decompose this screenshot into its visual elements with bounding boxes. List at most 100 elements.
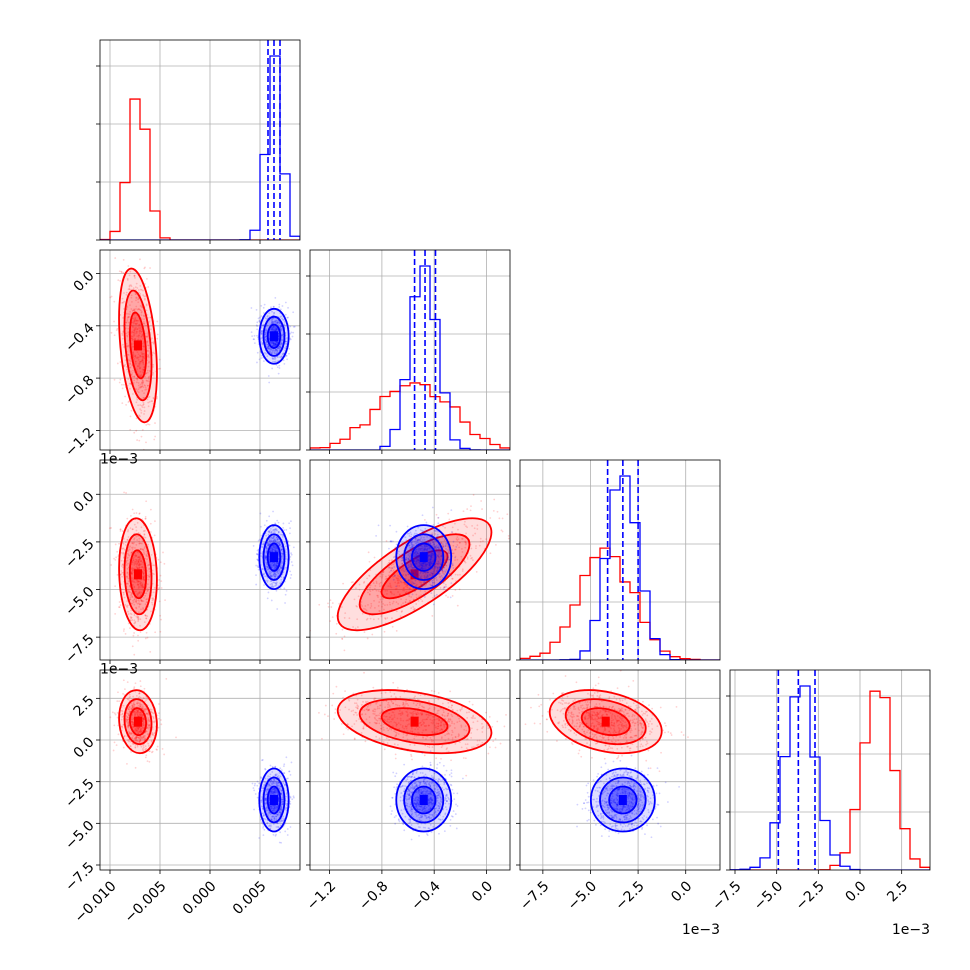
scatter-point bbox=[410, 543, 413, 546]
scatter-point bbox=[423, 544, 426, 547]
scatter-point bbox=[136, 328, 139, 331]
scatter-point bbox=[130, 373, 133, 376]
scatter-point bbox=[121, 563, 124, 566]
scatter-point bbox=[262, 543, 265, 546]
scatter-point bbox=[129, 387, 131, 390]
scatter-point bbox=[126, 559, 129, 562]
scatter-point bbox=[260, 552, 262, 555]
scatter-point bbox=[429, 542, 432, 545]
scatter-point bbox=[268, 543, 271, 546]
scatter-point bbox=[412, 555, 415, 558]
scatter-point bbox=[267, 530, 270, 533]
scatter-point bbox=[271, 318, 274, 321]
scatter-point bbox=[426, 548, 429, 551]
scatter-point bbox=[276, 538, 279, 541]
scatter-point bbox=[126, 718, 129, 721]
scatter-point bbox=[139, 292, 142, 295]
scatter-point bbox=[141, 383, 144, 386]
scatter-point bbox=[257, 565, 259, 568]
panel-content bbox=[310, 460, 510, 663]
scatter-point bbox=[272, 529, 275, 531]
scatter-point bbox=[411, 545, 414, 548]
scatter-point bbox=[417, 559, 420, 562]
scatter-point bbox=[128, 591, 131, 594]
scatter-point bbox=[127, 321, 130, 324]
scatter-point bbox=[142, 722, 145, 725]
scatter-point bbox=[327, 602, 329, 605]
scatter-point bbox=[286, 316, 289, 319]
scatter-point bbox=[410, 563, 413, 566]
scatter-point bbox=[113, 378, 116, 381]
scatter-point bbox=[165, 677, 168, 680]
scatter-point bbox=[422, 561, 425, 564]
scatter-point bbox=[271, 582, 273, 585]
scatter-point bbox=[139, 730, 142, 732]
scatter-point bbox=[147, 588, 150, 591]
scatter-point bbox=[282, 352, 285, 355]
scatter-point bbox=[271, 548, 274, 551]
scatter-point bbox=[458, 541, 461, 544]
scatter-point bbox=[280, 334, 283, 337]
scatter-point bbox=[405, 551, 408, 553]
scatter-point bbox=[133, 614, 136, 617]
scatter-point bbox=[143, 315, 146, 318]
scatter-point bbox=[250, 331, 253, 334]
scatter-point bbox=[277, 530, 280, 533]
scatter-point bbox=[150, 400, 153, 403]
scatter-point bbox=[262, 312, 265, 314]
scatter-point bbox=[284, 602, 286, 604]
scatter-point bbox=[130, 616, 133, 619]
scatter-point bbox=[136, 567, 139, 570]
scatter-point bbox=[320, 661, 322, 663]
scatter-point bbox=[139, 704, 141, 706]
scatter-point bbox=[284, 346, 286, 349]
scatter-point bbox=[448, 518, 451, 521]
scatter-point bbox=[141, 726, 144, 729]
scatter-point bbox=[415, 532, 418, 535]
scatter-point bbox=[132, 601, 135, 604]
scatter-point bbox=[412, 572, 414, 574]
scatter-point bbox=[432, 571, 435, 573]
scatter-point bbox=[282, 352, 285, 355]
scatter-point bbox=[143, 738, 146, 741]
scatter-point bbox=[443, 586, 446, 589]
scatter-point bbox=[418, 556, 421, 559]
scatter-point bbox=[275, 589, 278, 592]
scatter-point bbox=[156, 337, 159, 340]
scatter-point bbox=[137, 593, 140, 596]
scatter-point bbox=[265, 330, 268, 333]
scatter-point bbox=[131, 723, 134, 726]
scatter-point bbox=[415, 553, 418, 556]
scatter-point bbox=[272, 357, 275, 360]
scatter-point bbox=[147, 405, 150, 408]
scatter-point bbox=[428, 564, 431, 566]
scatter-point bbox=[420, 536, 423, 539]
scatter-point bbox=[494, 543, 497, 546]
scatter-point bbox=[283, 323, 286, 326]
scatter-point bbox=[397, 550, 400, 553]
scatter-point bbox=[275, 348, 278, 351]
scatter-point bbox=[403, 587, 406, 589]
scatter-point bbox=[121, 712, 124, 715]
scatter-point bbox=[270, 527, 272, 530]
scatter-point bbox=[420, 564, 423, 567]
scatter-point bbox=[139, 329, 141, 332]
scatter-point bbox=[132, 331, 135, 334]
scatter-point bbox=[435, 513, 438, 516]
scatter-point bbox=[419, 598, 422, 601]
scatter-point bbox=[389, 590, 392, 593]
scatter-point bbox=[417, 552, 420, 555]
scatter-point bbox=[256, 334, 258, 337]
scatter-point bbox=[143, 724, 146, 726]
scatter-point bbox=[131, 375, 134, 378]
scatter-point bbox=[284, 340, 287, 343]
scatter-point bbox=[135, 606, 137, 609]
scatter-point bbox=[270, 341, 273, 344]
scatter-point bbox=[269, 580, 272, 582]
scatter-point bbox=[128, 366, 131, 369]
scatter-point bbox=[280, 578, 283, 581]
scatter-point bbox=[133, 375, 136, 378]
scatter-point bbox=[277, 531, 280, 533]
scatter-point bbox=[145, 699, 147, 701]
scatter-point bbox=[455, 580, 457, 582]
